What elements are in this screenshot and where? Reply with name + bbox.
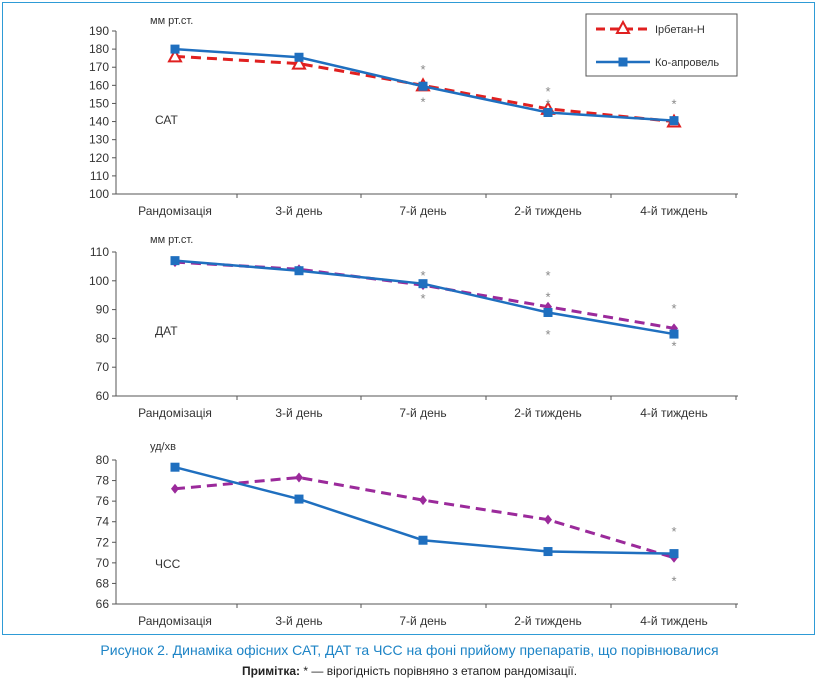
significance-asterisk: * bbox=[671, 524, 676, 539]
y-tick-label: 100 bbox=[89, 187, 109, 201]
x-tick-label: 2-й тиждень bbox=[514, 204, 582, 218]
series-point-square bbox=[294, 266, 304, 276]
panel-label: ДАТ bbox=[155, 324, 178, 338]
y-tick-label: 110 bbox=[90, 169, 109, 183]
series-point-square bbox=[669, 116, 679, 126]
x-tick-label: 3-й день bbox=[275, 406, 322, 420]
series-point-square bbox=[170, 462, 180, 472]
panel-label: ЧСС bbox=[155, 557, 181, 571]
series-point-square bbox=[418, 535, 428, 545]
y-tick-label: 70 bbox=[96, 556, 110, 570]
significance-asterisk: * bbox=[420, 291, 425, 306]
legend-label: Ірбетан-Н bbox=[655, 24, 705, 36]
y-tick-label: 60 bbox=[96, 389, 110, 403]
legend-marker-triangle bbox=[615, 19, 631, 34]
x-tick-label: Рандомізація bbox=[138, 614, 212, 628]
x-tick-label: 4-й тиждень bbox=[640, 614, 708, 628]
series-point-square bbox=[294, 494, 304, 504]
significance-asterisk: * bbox=[545, 84, 550, 99]
x-tick-label: 3-й день bbox=[275, 614, 322, 628]
significance-asterisk: * bbox=[420, 62, 425, 77]
y-tick-label: 80 bbox=[96, 331, 110, 345]
x-tick-label: Рандомізація bbox=[138, 406, 212, 420]
series-point-square bbox=[170, 256, 180, 266]
note-label: Примітка: bbox=[241, 664, 301, 678]
x-tick-label: 4-й тиждень bbox=[640, 204, 708, 218]
y-tick-label: 150 bbox=[89, 96, 109, 110]
note-text: * — вірогідність порівняно з етапом ранд… bbox=[300, 664, 578, 678]
y-tick-label: 100 bbox=[89, 274, 109, 288]
series-point-square bbox=[543, 108, 553, 117]
significance-asterisk: * bbox=[545, 268, 550, 283]
x-tick-label: 7-й день bbox=[399, 614, 446, 628]
unit-label: уд/хв bbox=[150, 441, 176, 453]
significance-asterisk: * bbox=[671, 301, 676, 316]
charts-canvas: 100 110 120 130 140 150 160 170 180 190 Рандомізац… bbox=[89, 13, 738, 628]
figure-caption: Рисунок 2. Динаміка офісних САТ, ДАТ та … bbox=[100, 642, 719, 658]
significance-asterisk: * bbox=[545, 290, 550, 305]
significance-asterisk: * bbox=[420, 95, 425, 110]
y-tick-label: 76 bbox=[96, 494, 110, 508]
series-point-square bbox=[669, 329, 679, 339]
series-point-square bbox=[543, 547, 553, 557]
significance-asterisk: * bbox=[671, 339, 676, 354]
legend: Ірбетан-Н Ко-апровель bbox=[585, 13, 738, 77]
series-point-square bbox=[418, 81, 428, 91]
x-tick-label: 3-й день bbox=[275, 204, 322, 218]
y-tick-label: 78 bbox=[96, 474, 110, 488]
series-point-square bbox=[170, 44, 180, 54]
unit-label: мм рт.ст. bbox=[150, 15, 193, 27]
series-point-square bbox=[669, 549, 679, 559]
chart-panel-3: 66 68 70 72 74 76 78 80 Рандомізація 3-й день 7-й … bbox=[96, 441, 738, 628]
series-point-square bbox=[418, 279, 428, 289]
x-tick-label: 7-й день bbox=[399, 406, 446, 420]
legend-box bbox=[585, 13, 738, 77]
x-tick-label: 2-й тиждень bbox=[514, 614, 582, 628]
x-tick-label: 4-й тиждень bbox=[640, 406, 708, 420]
chart-panel-2: 60 70 80 90 100 110 Рандомізація 3-й день 7-й де… bbox=[89, 234, 738, 420]
series-point-square bbox=[294, 52, 304, 62]
figure-frame bbox=[2, 2, 815, 635]
significance-asterisk: * bbox=[671, 96, 676, 111]
y-tick-label: 120 bbox=[89, 151, 109, 165]
y-tick-label: 66 bbox=[96, 597, 110, 611]
significance-asterisk: * bbox=[545, 96, 550, 111]
significance-asterisk: * bbox=[671, 573, 676, 588]
series-line-dashed bbox=[174, 475, 675, 560]
x-tick-label: 2-й тиждень bbox=[514, 406, 582, 420]
y-tick-label: 170 bbox=[89, 60, 109, 74]
y-tick-label: 190 bbox=[89, 24, 109, 38]
chart-panel-1: 100 110 120 130 140 150 160 170 180 190 Рандомізац… bbox=[89, 15, 738, 218]
series-point-triangle bbox=[167, 48, 183, 63]
significance-asterisk: * bbox=[420, 268, 425, 283]
series-point-diamond bbox=[544, 514, 552, 525]
y-tick-label: 130 bbox=[89, 133, 109, 147]
significance-asterisk: * bbox=[545, 327, 550, 342]
legend-label: Ко-апровель bbox=[655, 57, 719, 69]
unit-label: мм рт.ст. bbox=[150, 234, 193, 246]
y-tick-label: 68 bbox=[96, 576, 110, 590]
y-tick-label: 140 bbox=[89, 115, 109, 129]
y-tick-label: 110 bbox=[90, 245, 109, 259]
series-line-dashed bbox=[174, 54, 675, 124]
y-tick-label: 70 bbox=[96, 360, 110, 374]
x-tick-label: Рандомізація bbox=[138, 204, 212, 218]
y-tick-label: 160 bbox=[89, 78, 109, 92]
figure-note: Примітка: * — вірогідність порівняно з е… bbox=[0, 664, 819, 678]
series-point-triangle bbox=[291, 55, 307, 70]
y-tick-label: 74 bbox=[96, 515, 110, 529]
y-tick-label: 90 bbox=[96, 303, 110, 317]
y-tick-label: 72 bbox=[96, 535, 110, 549]
legend-marker-square bbox=[618, 57, 628, 67]
series-point-diamond bbox=[295, 472, 303, 483]
x-tick-label: 7-й день bbox=[399, 204, 446, 218]
series-point-square bbox=[543, 307, 553, 317]
y-tick-label: 80 bbox=[96, 453, 110, 467]
series-point-diamond bbox=[171, 483, 179, 494]
panel-label: САТ bbox=[155, 113, 178, 127]
series-point-diamond bbox=[419, 495, 427, 506]
y-tick-label: 180 bbox=[89, 42, 109, 56]
